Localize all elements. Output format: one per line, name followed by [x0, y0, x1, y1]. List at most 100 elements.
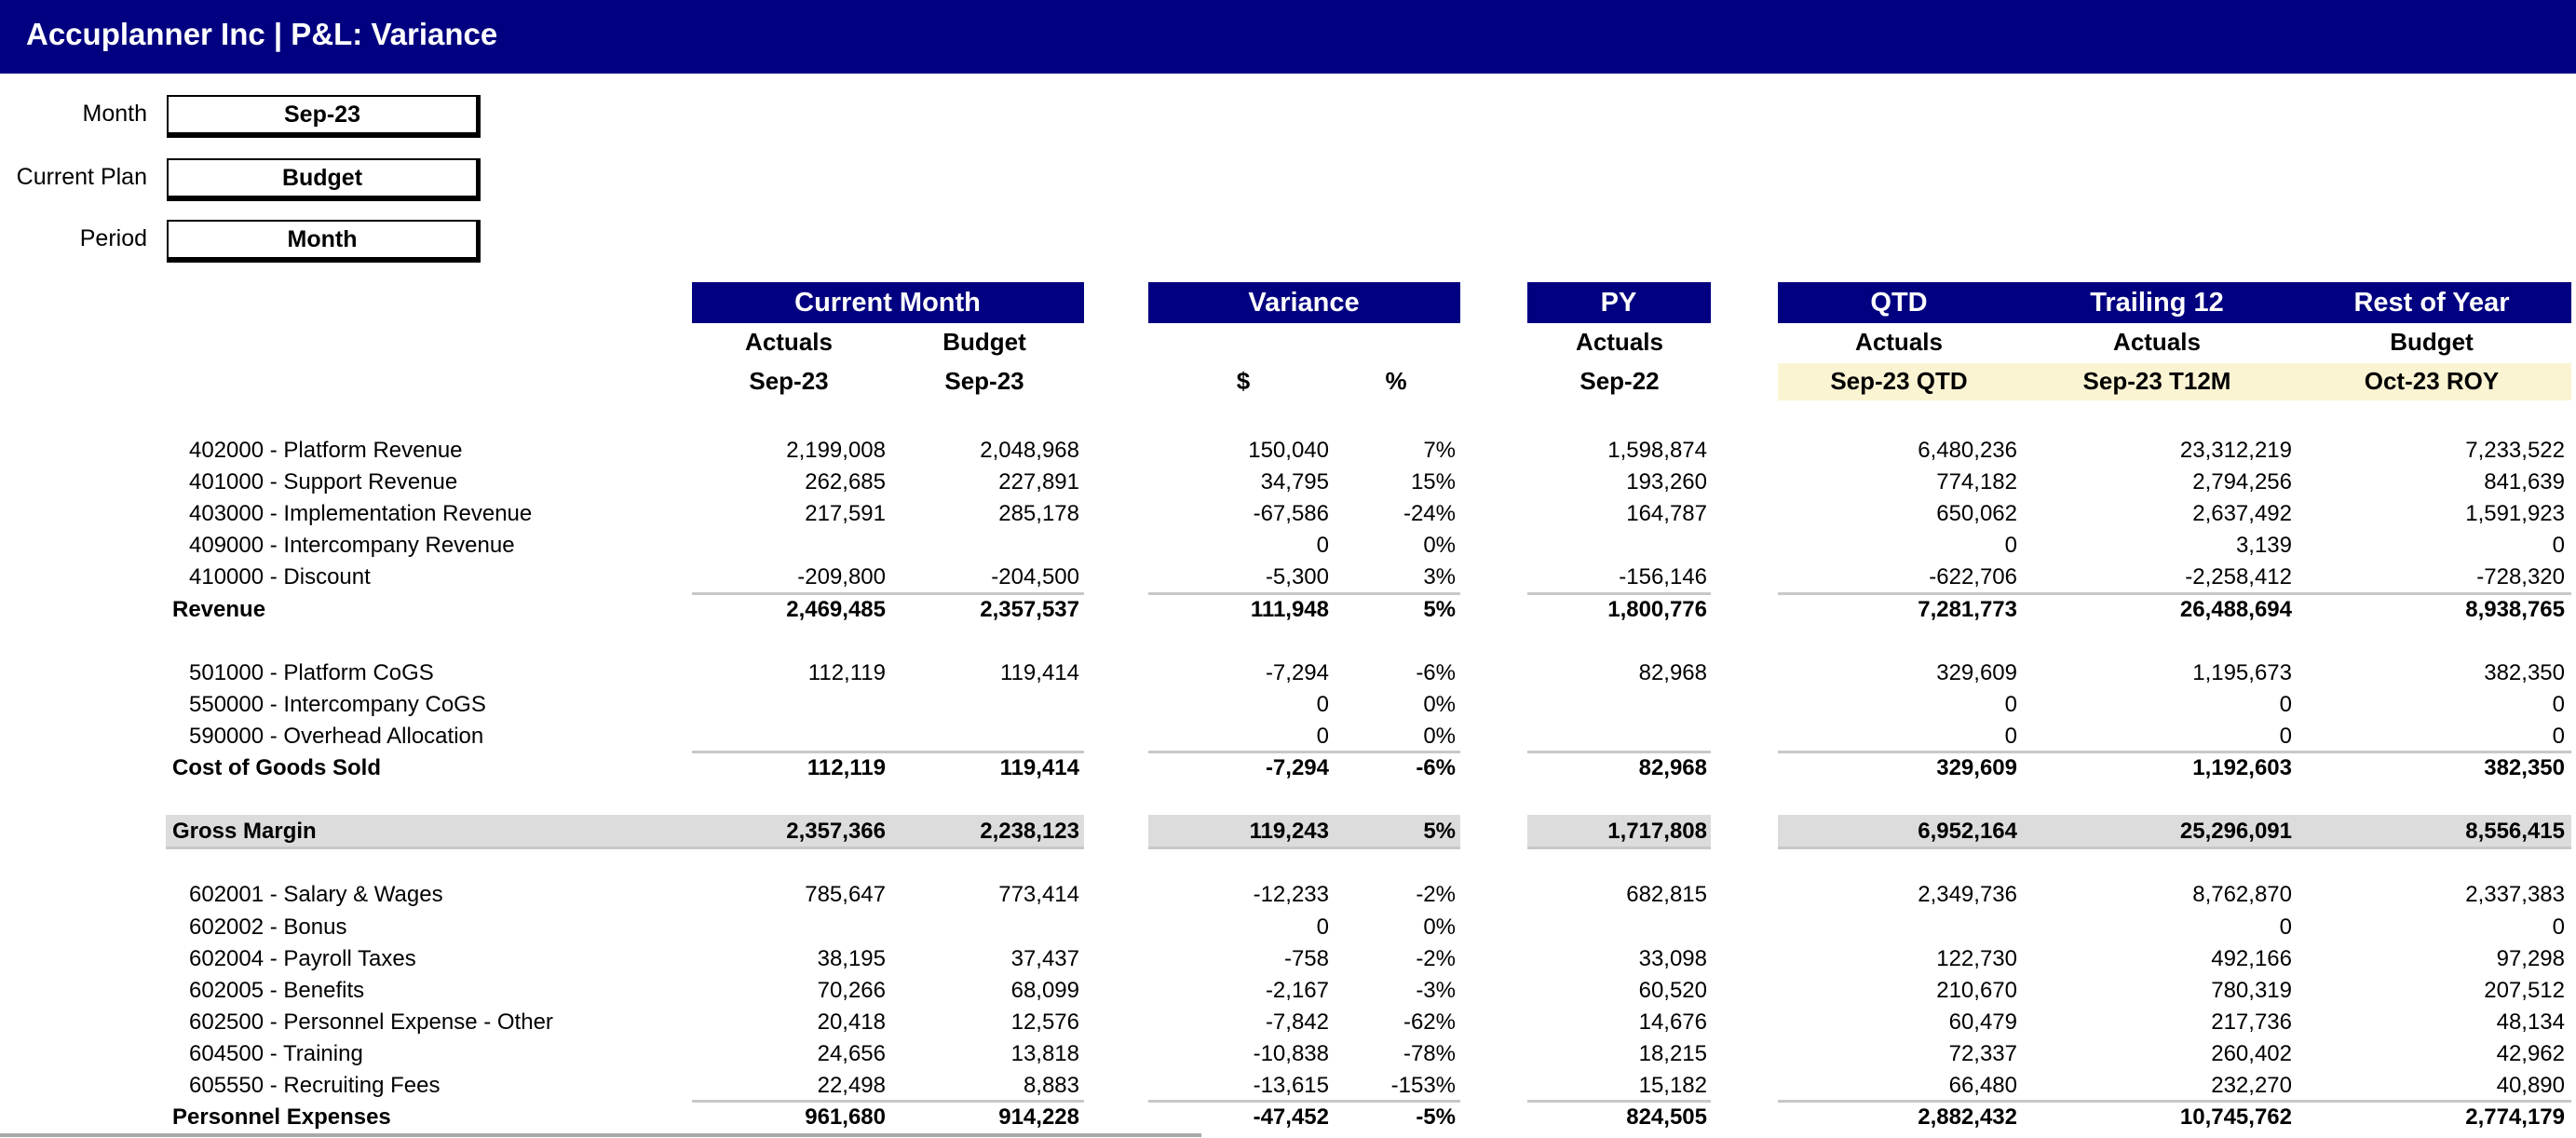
value-cell: 122,730	[1936, 945, 2017, 971]
period-label: Period	[79, 225, 147, 251]
highlight-band	[1778, 815, 2571, 850]
value-cell: 6,952,164	[1918, 819, 2017, 845]
table-row: 550000 - Intercompany CoGS 0 0% 0 0 0	[0, 689, 2576, 721]
value-cell: -7,842	[1265, 1009, 1329, 1035]
value-cell: 0	[2004, 691, 2017, 717]
value-cell: 492,166	[2211, 945, 2292, 971]
value-cell: 34,795	[1260, 469, 1329, 495]
spacer-row	[0, 626, 2576, 657]
value-cell: 3%	[1423, 564, 1456, 590]
total-row: Revenue 2,469,485 2,357,537 111,948 5% 1,800,…	[0, 591, 2576, 626]
value-cell: 0	[2552, 691, 2565, 717]
value-cell: 2,337,383	[2465, 882, 2565, 908]
value-cell: -728,320	[2476, 564, 2565, 590]
value-cell: 119,243	[1249, 819, 1329, 845]
subtotal-rule	[1527, 591, 1711, 595]
table-row: 604500 - Training 24,656 13,818 -10,838 -78%…	[0, 1038, 2576, 1070]
value-cell: -758	[1283, 945, 1329, 971]
value-cell: 13,818	[1010, 1040, 1079, 1066]
period-selector[interactable]: Month	[167, 220, 481, 263]
row-label: 605550 - Recruiting Fees	[189, 1073, 441, 1098]
value-cell: -24%	[1403, 501, 1456, 527]
value-cell: 68,099	[1010, 977, 1079, 1003]
value-cell: 650,062	[1936, 501, 2017, 527]
table-row: 590000 - Overhead Allocation 0 0% 0 0 0	[0, 721, 2576, 752]
value-cell: 112,119	[807, 755, 886, 780]
row-label: Gross Margin	[172, 819, 317, 845]
value-cell: 329,609	[1936, 659, 2017, 685]
row-label: 410000 - Discount	[189, 564, 371, 590]
value-cell: 82,968	[1638, 755, 1707, 780]
value-cell: 2,048,968	[980, 438, 1079, 463]
highlight-band	[166, 815, 1084, 850]
value-cell: 8,938,765	[2465, 596, 2565, 622]
value-cell: 2,357,537	[980, 596, 1079, 622]
value-cell: 2,637,492	[2192, 501, 2292, 527]
section-py: PY	[1527, 282, 1711, 323]
value-cell: 1,717,808	[1607, 819, 1707, 845]
value-cell: 0	[2552, 533, 2565, 559]
subtotal-rule	[692, 1100, 1084, 1104]
value-cell: 785,647	[805, 882, 886, 908]
row-label: 401000 - Support Revenue	[189, 469, 458, 495]
value-cell: 23,312,219	[2179, 438, 2292, 463]
value-cell: -2,258,412	[2185, 564, 2292, 590]
subtotal-rule	[1148, 591, 1460, 595]
section-title-trailing-12: Trailing 12	[2090, 288, 2224, 318]
value-cell: 217,591	[805, 501, 886, 527]
value-cell: 0	[1316, 533, 1329, 559]
section-variance: Variance	[1148, 282, 1460, 323]
value-cell: 8,556,415	[2465, 819, 2565, 845]
value-cell: 961,680	[805, 1104, 886, 1131]
column-subheader: $	[1236, 367, 1251, 395]
value-cell: 2,774,179	[2465, 1104, 2565, 1131]
value-cell: 26,488,694	[2179, 596, 2292, 622]
value-cell: 0	[2552, 914, 2565, 940]
value-cell: 42,962	[2496, 1040, 2565, 1066]
value-cell: 285,178	[998, 501, 1079, 527]
value-cell: -12,233	[1253, 882, 1329, 908]
section-title: PY	[1600, 288, 1637, 318]
current-plan-label: Current Plan	[16, 164, 147, 190]
value-cell: -2%	[1416, 882, 1456, 908]
value-cell: 0	[2004, 723, 2017, 749]
table-row: 605550 - Recruiting Fees 22,498 8,883 -13,6…	[0, 1070, 2576, 1102]
table-row: 402000 - Platform Revenue 2,199,008 2,048,…	[0, 435, 2576, 467]
value-cell: 0%	[1423, 723, 1456, 749]
title-bar: Accuplanner Inc | P&L: Variance	[0, 0, 2576, 74]
value-cell: 22,498	[817, 1073, 886, 1098]
column-subheader: Budget	[942, 328, 1026, 356]
value-cell: 774,182	[1936, 469, 2017, 495]
table-row: 403000 - Implementation Revenue 217,591 28…	[0, 498, 2576, 530]
value-cell: -153%	[1390, 1073, 1456, 1098]
month-selector[interactable]: Sep-23	[167, 95, 481, 138]
row-label: Cost of Goods Sold	[172, 755, 381, 780]
current-plan-selector[interactable]: Budget	[167, 158, 481, 201]
value-cell: 150,040	[1248, 438, 1329, 463]
total-row: Personnel Expenses 961,680 914,228 -47,452 -…	[0, 1100, 2576, 1133]
value-cell: 0%	[1423, 533, 1456, 559]
row-label: 409000 - Intercompany Revenue	[189, 533, 515, 559]
value-cell: 2,199,008	[786, 438, 886, 463]
value-cell: 112,119	[807, 659, 886, 685]
value-cell: 60,520	[1638, 977, 1707, 1003]
value-cell: 18,215	[1638, 1040, 1707, 1066]
table-row: 602002 - Bonus 0 0% 0 0	[0, 912, 2576, 943]
value-cell: 70,266	[817, 977, 886, 1003]
value-cell: 217,736	[2211, 1009, 2292, 1035]
value-cell: 841,639	[2484, 469, 2565, 495]
value-cell: 20,418	[817, 1009, 886, 1035]
value-cell: 6,480,236	[1918, 438, 2017, 463]
value-cell: 97,298	[2496, 945, 2565, 971]
value-cell: 14,676	[1638, 1009, 1707, 1035]
row-label: 403000 - Implementation Revenue	[189, 501, 533, 527]
value-cell: 2,238,123	[980, 819, 1079, 845]
value-cell: 12,576	[1010, 1009, 1079, 1035]
value-cell: 0	[2004, 533, 2017, 559]
section-title-qtd: QTD	[1870, 288, 1928, 318]
row-label: 604500 - Training	[189, 1040, 363, 1066]
value-cell: 119,414	[1000, 659, 1079, 685]
value-cell: 262,685	[805, 469, 886, 495]
subtotal-rule	[1148, 1100, 1460, 1104]
table-row: 501000 - Platform CoGS 112,119 119,414 -7,2…	[0, 657, 2576, 689]
